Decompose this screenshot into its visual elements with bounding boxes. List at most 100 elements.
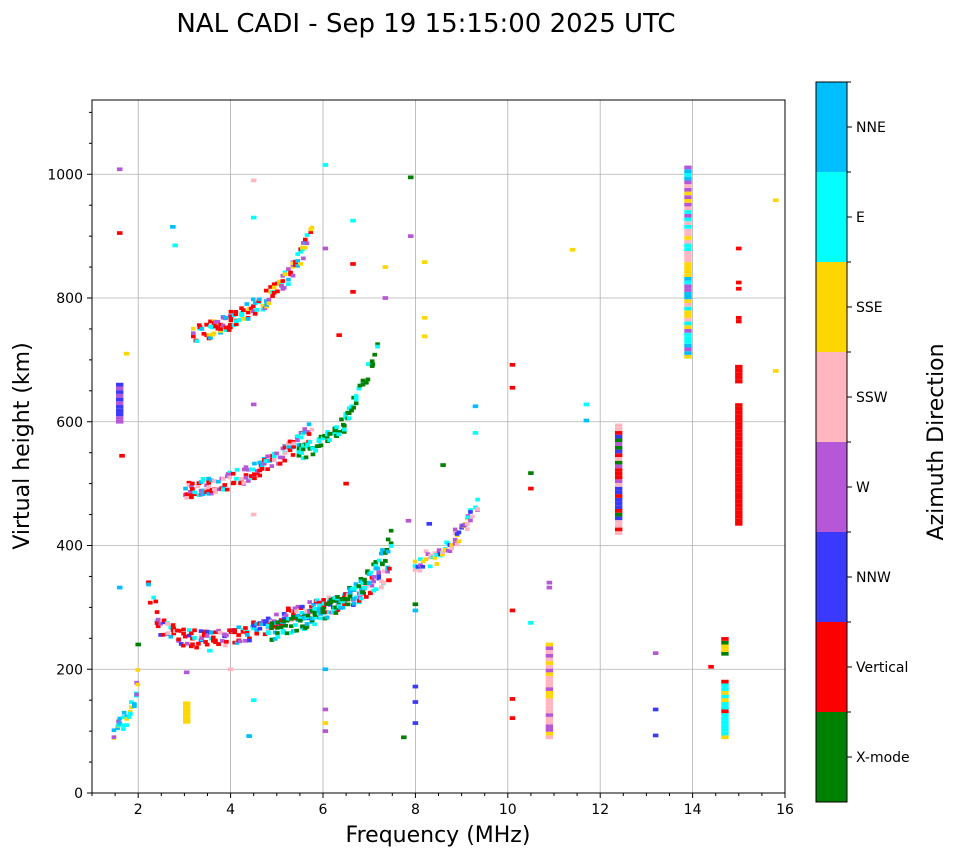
echo-point bbox=[265, 467, 270, 472]
echo-point bbox=[129, 700, 134, 704]
y-tick-label: 1000 bbox=[47, 167, 83, 183]
echo-point bbox=[652, 707, 659, 712]
plot-frame bbox=[91, 99, 786, 794]
x-tick-label: 2 bbox=[134, 802, 143, 818]
echo-point bbox=[204, 634, 210, 638]
echo-point bbox=[250, 512, 257, 517]
echo-point bbox=[334, 425, 339, 429]
echo-point bbox=[428, 553, 433, 558]
echo-point bbox=[190, 481, 195, 486]
echo-point bbox=[735, 458, 743, 463]
echo-point bbox=[423, 557, 429, 562]
echo-point bbox=[372, 352, 377, 357]
echo-point bbox=[735, 499, 743, 504]
echo-point bbox=[216, 479, 221, 484]
echo-point bbox=[248, 306, 254, 311]
echo-point bbox=[147, 600, 153, 605]
echo-point bbox=[300, 624, 305, 629]
echo-point bbox=[684, 173, 692, 177]
echo-point bbox=[252, 472, 257, 477]
echo-point bbox=[302, 245, 308, 250]
echo-point bbox=[280, 455, 286, 460]
echo-point bbox=[266, 630, 271, 635]
echo-point bbox=[233, 322, 239, 327]
echo-point bbox=[288, 270, 293, 275]
echo-point bbox=[224, 474, 230, 479]
echo-point bbox=[545, 709, 554, 714]
colorbar-segment bbox=[816, 622, 847, 712]
echo-point bbox=[328, 600, 334, 604]
echo-point bbox=[735, 440, 743, 445]
echo-point bbox=[347, 591, 353, 595]
echo-point bbox=[735, 436, 743, 441]
echo-point bbox=[300, 245, 305, 250]
echo-point bbox=[210, 635, 216, 640]
echo-point bbox=[274, 612, 279, 617]
echo-point bbox=[368, 590, 373, 595]
echo-point bbox=[252, 476, 257, 481]
echo-point bbox=[283, 613, 289, 618]
echo-point bbox=[220, 487, 226, 492]
echo-point bbox=[358, 577, 364, 581]
echo-point bbox=[186, 480, 192, 485]
echo-point bbox=[721, 679, 729, 684]
echo-points bbox=[111, 163, 779, 740]
echo-point bbox=[545, 646, 554, 651]
echo-point bbox=[296, 443, 302, 447]
echo-point bbox=[172, 243, 178, 248]
echo-point bbox=[111, 728, 117, 733]
echo-point bbox=[116, 719, 121, 724]
echo-point bbox=[228, 315, 234, 319]
echo-point bbox=[245, 317, 251, 321]
echo-point bbox=[291, 611, 296, 616]
echo-point bbox=[161, 618, 167, 623]
echo-point bbox=[209, 630, 214, 635]
echo-point bbox=[233, 310, 239, 314]
echo-point bbox=[423, 549, 429, 554]
echo-point bbox=[313, 448, 318, 453]
echo-point bbox=[545, 676, 554, 680]
echo-point bbox=[736, 246, 742, 251]
echo-point bbox=[387, 566, 392, 571]
echo-point bbox=[263, 622, 268, 627]
echo-point bbox=[569, 247, 576, 252]
echo-point bbox=[116, 397, 124, 402]
echo-point bbox=[388, 544, 394, 548]
echo-point bbox=[353, 397, 359, 402]
echo-point bbox=[614, 445, 623, 450]
echo-point bbox=[401, 735, 407, 740]
echo-point bbox=[171, 626, 177, 631]
echo-point bbox=[684, 165, 692, 170]
echo-point bbox=[316, 603, 322, 608]
echo-point bbox=[721, 705, 729, 710]
echo-point bbox=[545, 687, 554, 691]
echo-point bbox=[210, 325, 215, 330]
echo-point bbox=[246, 467, 251, 472]
echo-point bbox=[204, 322, 210, 327]
echo-point bbox=[218, 322, 223, 327]
echo-point bbox=[250, 178, 257, 183]
echo-point bbox=[721, 690, 729, 695]
echo-point bbox=[312, 610, 317, 615]
echo-point bbox=[375, 566, 380, 571]
echo-point bbox=[304, 241, 310, 246]
echo-point bbox=[227, 667, 234, 672]
echo-point bbox=[271, 454, 277, 459]
echo-point bbox=[203, 640, 208, 644]
echo-point bbox=[452, 537, 458, 542]
echo-point bbox=[158, 621, 163, 626]
echo-point bbox=[468, 510, 473, 514]
echo-point bbox=[284, 618, 290, 623]
echo-point bbox=[262, 619, 268, 624]
echo-point bbox=[116, 585, 123, 590]
echo-point bbox=[269, 621, 275, 626]
chart-title: NAL CADI - Sep 19 15:15:00 2025 UTC bbox=[176, 9, 675, 39]
echo-point bbox=[465, 522, 470, 526]
echo-point bbox=[252, 461, 257, 466]
echo-point bbox=[375, 344, 380, 349]
echo-point bbox=[283, 623, 288, 628]
echo-point bbox=[347, 594, 353, 599]
echo-point bbox=[332, 599, 337, 603]
echo-point bbox=[322, 246, 329, 251]
